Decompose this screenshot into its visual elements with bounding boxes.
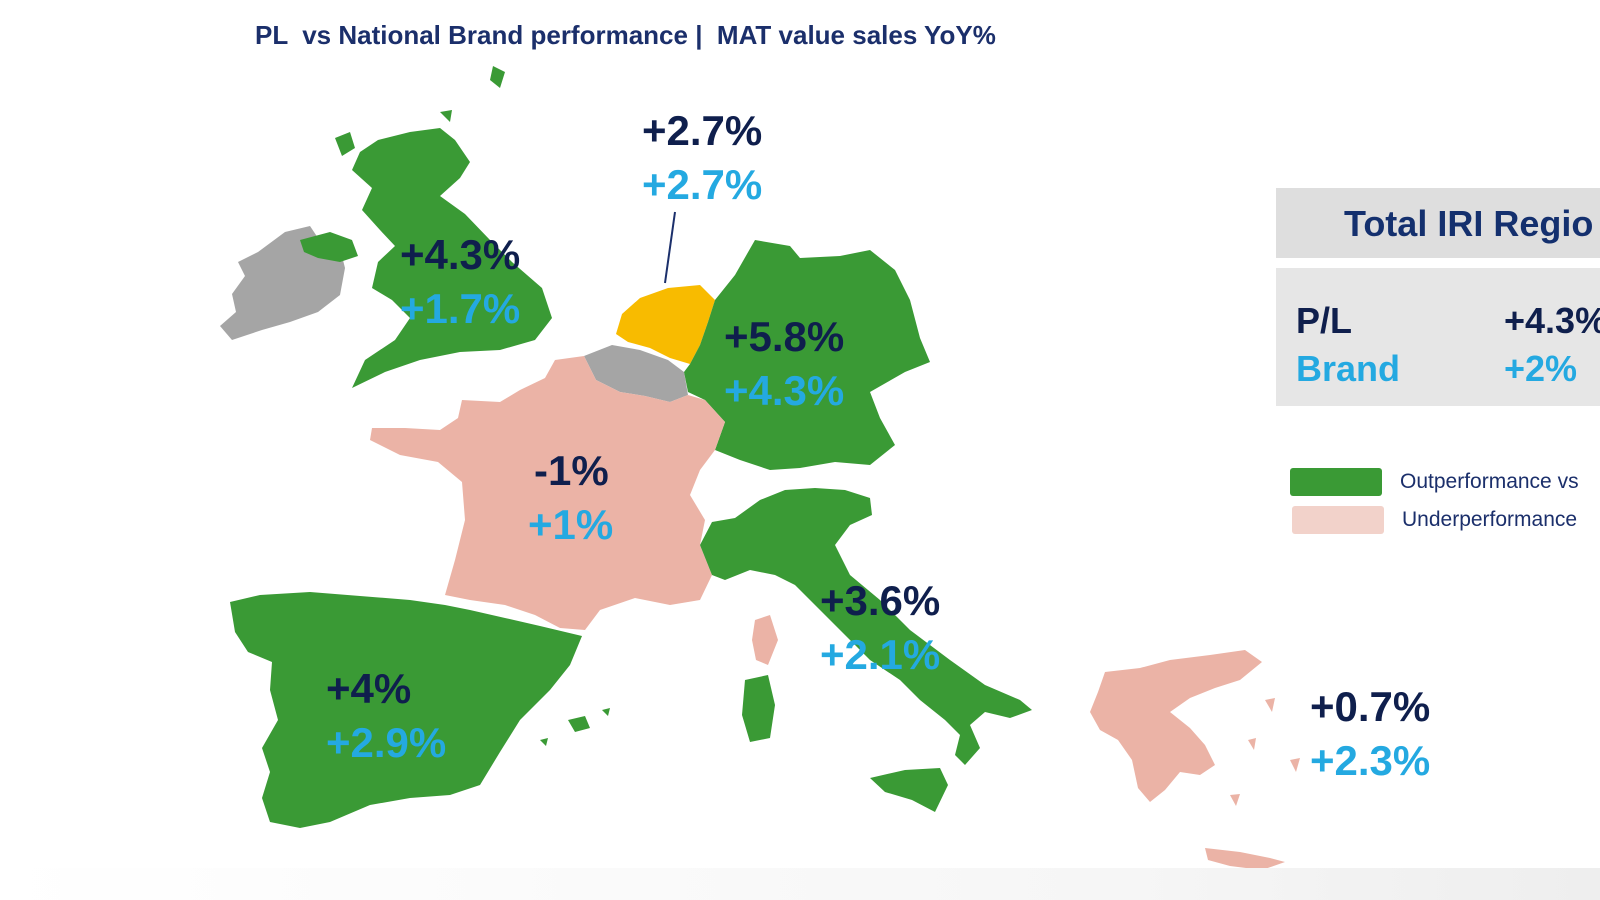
legend-outperformance-label: Outperformance vs [1400, 470, 1579, 493]
germany-brand-value: +4.3% [724, 367, 845, 414]
northern-ireland-shape [300, 232, 358, 262]
italy-pl-value: +3.6% [820, 577, 941, 624]
legend-outperformance-swatch [1290, 468, 1382, 496]
balearic-shape [540, 708, 610, 746]
france-brand-value: +1% [528, 501, 614, 548]
netherlands-brand-value: +2.7% [642, 161, 763, 208]
netherlands-pl-value: +2.7% [642, 107, 763, 154]
legend-underperformance-label: Underperformance [1402, 508, 1578, 531]
greece-pl-value: +0.7% [1310, 683, 1431, 730]
bottom-band [0, 868, 1600, 900]
legend-underperformance-swatch [1292, 506, 1384, 534]
crete-shape [1205, 848, 1285, 870]
total-brand-value: +2% [1504, 348, 1578, 389]
italy-shape [700, 488, 1032, 765]
greece-brand-value: +2.3% [1310, 737, 1431, 784]
sicily-shape [870, 768, 948, 812]
uk-pl-value: +4.3% [400, 231, 521, 278]
total-pl-value: +4.3% [1504, 300, 1600, 341]
total-pl-label: P/L [1296, 300, 1353, 341]
map-title: PL vs National Brand performance | MAT v… [255, 20, 996, 50]
germany-pl-value: +5.8% [724, 313, 845, 360]
spain-pl-value: +4% [326, 665, 412, 712]
corsica-shape [752, 615, 778, 665]
total-panel-title: Total IRI Regio [1344, 203, 1594, 244]
greece-shape [1090, 650, 1262, 802]
scotland-islands-shape [335, 66, 505, 156]
italy-brand-value: +2.1% [820, 631, 941, 678]
netherlands-leader-line [664, 211, 676, 284]
spain-shape [230, 592, 582, 828]
belgium-shape [584, 345, 688, 402]
france-pl-value: -1% [534, 447, 609, 494]
uk-shape [352, 128, 552, 388]
total-brand-label: Brand [1296, 348, 1401, 389]
aegean-islands-shape [1230, 698, 1300, 806]
sardinia-shape [742, 675, 775, 742]
netherlands-shape [616, 285, 715, 364]
spain-brand-value: +2.9% [326, 719, 447, 766]
france-shape [370, 356, 725, 630]
germany-shape [684, 240, 930, 470]
total-panel-body: P/L +4.3% Brand +2% [1276, 268, 1600, 406]
total-panel-header: Total IRI Regio [1276, 188, 1600, 258]
uk-brand-value: +1.7% [400, 285, 521, 332]
